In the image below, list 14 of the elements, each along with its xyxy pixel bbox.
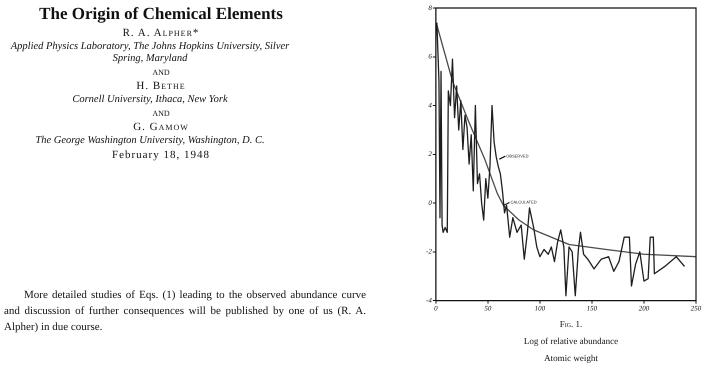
text: AND: [151, 68, 171, 77]
text: G. Gamow: [132, 121, 190, 133]
text: H. Bethe: [135, 80, 187, 92]
text: Log of relative abundance: [522, 335, 620, 348]
text: The George Washington University, Washington, D. C.: [34, 135, 266, 147]
text: AND: [151, 109, 171, 118]
text: R. A. Alpher*: [122, 27, 200, 39]
x-axis-title: Atomic weight: [543, 352, 599, 365]
caption: Fig. 1.: [558, 318, 584, 331]
text: Cornell University, Ithaca, New York: [71, 94, 229, 106]
text: Applied Physics Laboratory, The Johns Hopkins University, Silver Spring, Maryland: [9, 41, 290, 65]
text: February 18, 1948: [111, 149, 211, 161]
text: The Origin of Chemical Elements: [38, 4, 284, 24]
text: More detailed studies of Eqs. (1) leading to the observed abundance curve and discussion of further consequences will be published by one of us (R. A. Alpher) in due course.: [4, 288, 366, 335]
